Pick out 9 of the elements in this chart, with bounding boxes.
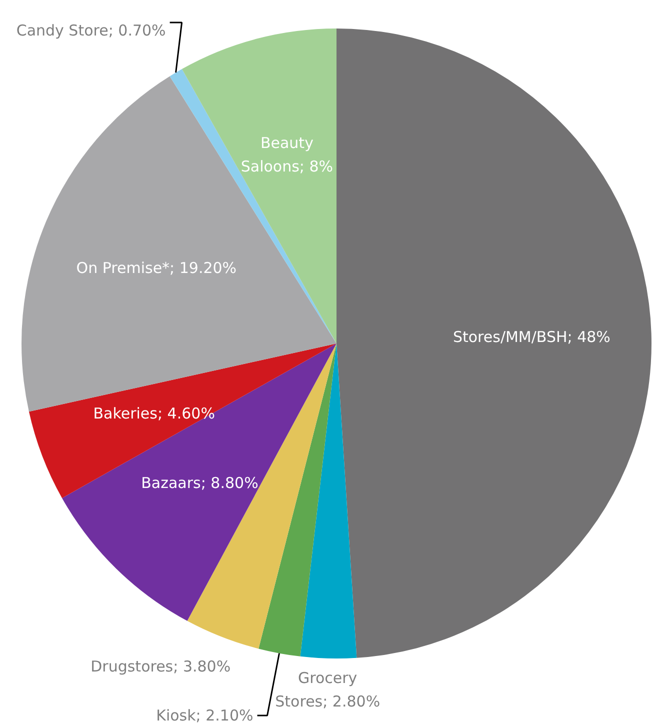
slice-label: Bakeries; 4.60% bbox=[93, 404, 215, 422]
slice-label: Bazaars; 8.80% bbox=[141, 474, 258, 492]
slice-label: Stores/MM/BSH; 48% bbox=[452, 328, 610, 346]
slice-label: Beauty Saloons; 8% bbox=[240, 134, 334, 176]
slice-label: Grocery Stores; 2.80% bbox=[275, 669, 380, 711]
slice-label: On Premise*; 19.20% bbox=[76, 258, 237, 277]
slice-label: Drugstores; 3.80% bbox=[90, 657, 231, 676]
slice-label: Kiosk; 2.10% bbox=[156, 706, 254, 724]
slice-label: Candy Store; 0.70% bbox=[16, 22, 166, 40]
